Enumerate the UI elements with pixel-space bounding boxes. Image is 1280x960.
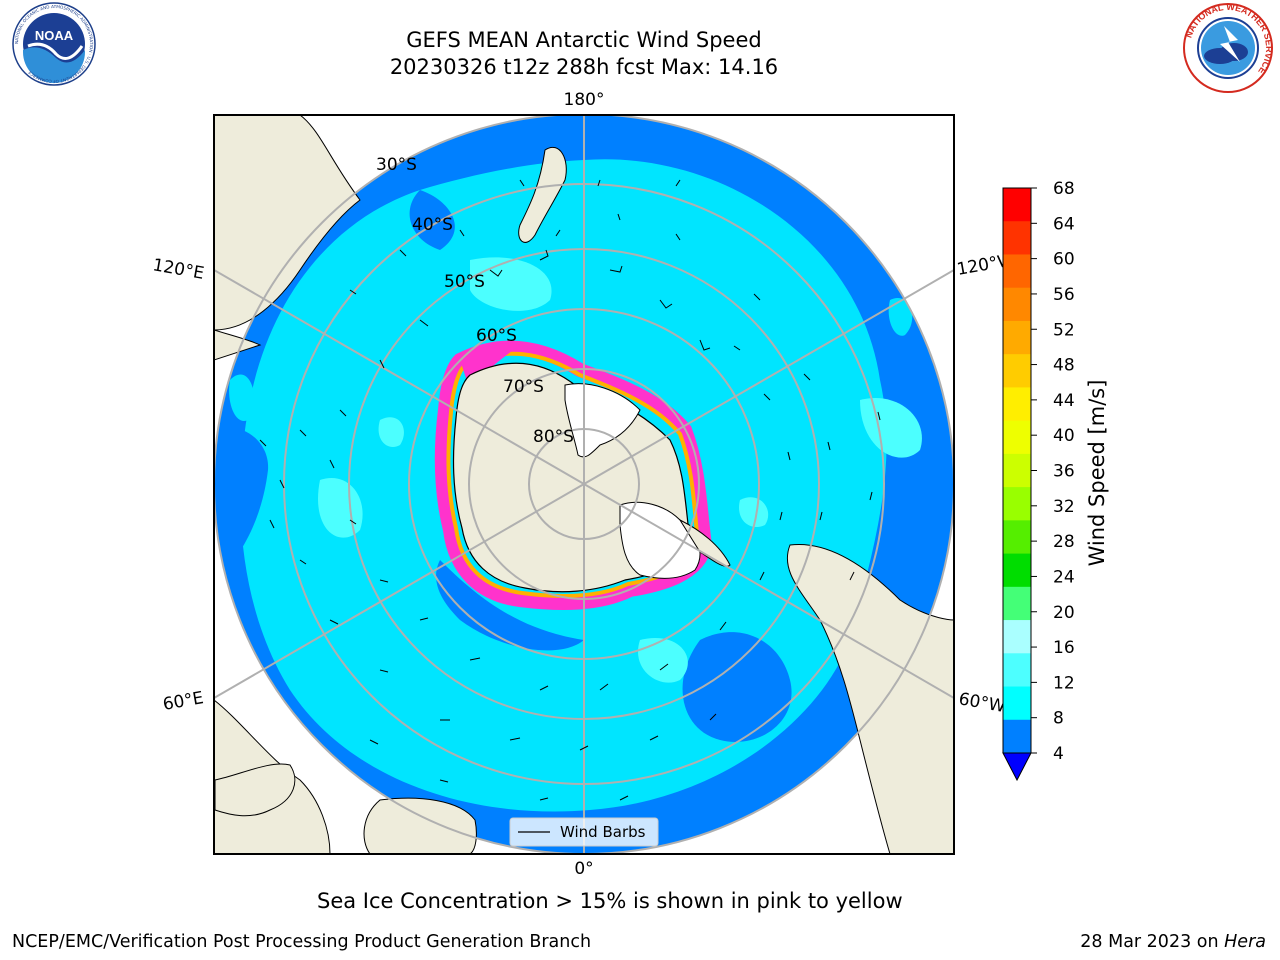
footer-date: 28 Mar 2023 on Hera bbox=[1080, 932, 1266, 952]
colorbar-tick-label: 36 bbox=[1053, 462, 1075, 482]
colorbar-segment bbox=[1003, 686, 1031, 721]
map-legend: Wind Barbs bbox=[509, 817, 659, 847]
colorbar-tick-label: 24 bbox=[1053, 567, 1075, 587]
colorbar-segment bbox=[1003, 719, 1031, 754]
noaa-logo-text: NOAA bbox=[35, 28, 74, 43]
colorbar-tick-label: 52 bbox=[1053, 320, 1075, 340]
colorbar-tick-label: 68 bbox=[1053, 180, 1075, 199]
colorbar-segment bbox=[1003, 320, 1031, 355]
colorbar-segment bbox=[1003, 354, 1031, 388]
colorbar-tick-label: 16 bbox=[1053, 638, 1075, 658]
colorbar-segment bbox=[1003, 287, 1031, 322]
colorbar-tick-label: 20 bbox=[1053, 603, 1075, 623]
colorbar: 68 64 60 56 52 48 44 40 36 32 28 24 20 16 12 8 4 bbox=[1002, 180, 1075, 782]
new-zealand bbox=[518, 147, 567, 243]
colorbar-segment bbox=[1003, 653, 1031, 688]
noaa-logo: NOAA NATIONAL OCEANIC AND ATMOSPHERIC AD… bbox=[12, 2, 96, 86]
lon-label-0: 0° bbox=[574, 859, 593, 879]
colorbar-segment bbox=[1003, 221, 1031, 255]
nws-logo: NATIONAL WEATHER SERVICE bbox=[1183, 2, 1274, 93]
chart-title: GEFS MEAN Antarctic Wind Speed bbox=[406, 28, 762, 52]
colorbar-tick-label: 56 bbox=[1053, 285, 1075, 305]
colorbar-segment bbox=[1003, 387, 1031, 422]
footer-credit: NCEP/EMC/Verification Post Processing Pr… bbox=[12, 932, 592, 952]
lat-label-40s: 40°S bbox=[412, 215, 453, 235]
colorbar-segment bbox=[1003, 487, 1031, 521]
colorbar-tick-label: 64 bbox=[1053, 214, 1075, 234]
antarctic-wind-map: 30°S 40°S 50°S 60°S 70°S 80°S Wind Barbs bbox=[213, 114, 955, 855]
lon-label-120e: 120°E bbox=[151, 255, 205, 284]
colorbar-segment bbox=[1003, 520, 1031, 555]
colorbar-tick-label: 48 bbox=[1053, 356, 1075, 376]
lat-label-30s: 30°S bbox=[376, 155, 417, 175]
colorbar-tick-label: 32 bbox=[1053, 497, 1075, 517]
colorbar-segment bbox=[1003, 188, 1031, 222]
lat-label-80s: 80°S bbox=[533, 427, 574, 447]
colorbar-tick-label: 44 bbox=[1053, 391, 1075, 411]
lat-label-50s: 50°S bbox=[444, 272, 485, 292]
lat-label-60s: 60°S bbox=[476, 326, 517, 346]
colorbar-segment bbox=[1003, 254, 1031, 289]
colorbar-tick-label: 12 bbox=[1053, 673, 1075, 693]
colorbar-segment bbox=[1003, 620, 1031, 654]
colorbar-tick-label: 8 bbox=[1053, 709, 1064, 729]
wind-barbs bbox=[259, 179, 881, 801]
lon-label-60e: 60°E bbox=[161, 688, 205, 715]
sea-ice-edge bbox=[434, 340, 713, 610]
colorbar-tick-label: 60 bbox=[1053, 250, 1075, 270]
footer-host: Hera bbox=[1224, 932, 1266, 952]
graticule bbox=[214, 115, 954, 854]
colorbar-segment bbox=[1003, 453, 1031, 488]
legend-label: Wind Barbs bbox=[560, 823, 646, 841]
colorbar-segment bbox=[1003, 586, 1031, 621]
caption: Sea Ice Concentration > 15% is shown in … bbox=[317, 889, 903, 913]
colorbar-segment bbox=[1003, 553, 1031, 588]
colorbar-tick-label: 40 bbox=[1053, 426, 1075, 446]
colorbar-title: Wind Speed [m/s] bbox=[1085, 379, 1109, 567]
chart-subtitle: 20230326 t12z 288h fcst Max: 14.16 bbox=[389, 55, 779, 79]
colorbar-tick-label: 28 bbox=[1053, 532, 1075, 552]
lat-label-70s: 70°S bbox=[503, 377, 544, 397]
lon-label-180: 180° bbox=[564, 90, 605, 110]
colorbar-tick-label: 4 bbox=[1053, 744, 1064, 764]
colorbar-segment bbox=[1003, 420, 1031, 455]
